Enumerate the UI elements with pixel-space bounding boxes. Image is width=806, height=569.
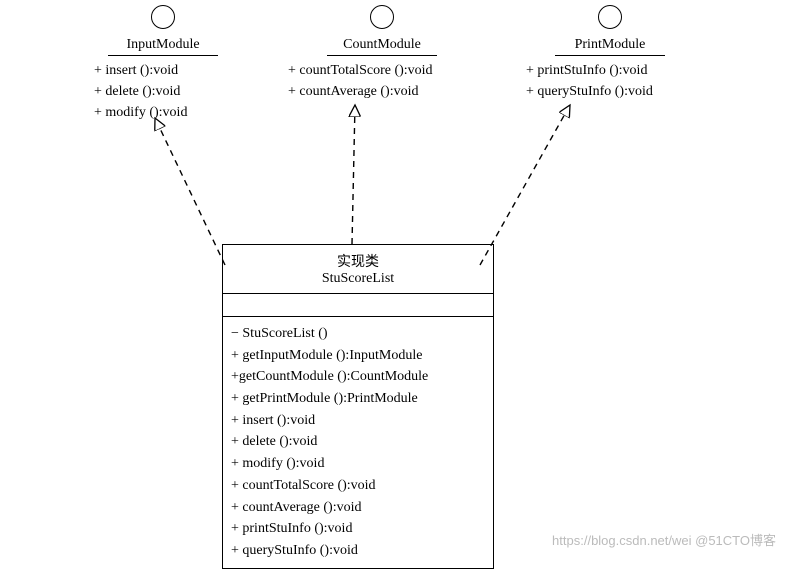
method: + queryStuInfo ():void [231,540,485,562]
class-attributes [223,294,493,317]
interface-methods: + countTotalScore ():void + countAverage… [282,56,482,102]
method: + getPrintModule ():PrintModule [231,388,485,410]
method: + countAverage ():void [231,497,485,519]
class-name: StuScoreList [227,271,489,287]
interface-methods: + printStuInfo ():void + queryStuInfo ()… [520,56,700,102]
lollipop-icon [598,5,622,29]
method: + countAverage ():void [288,81,476,102]
method: + modify ():void [94,102,232,123]
interface-name: InputModule [108,35,218,56]
lollipop-icon [151,5,175,29]
method: + delete ():void [231,431,485,453]
method: + countTotalScore ():void [231,475,485,497]
class-methods: − StuScoreList () + getInputModule ():In… [223,317,493,568]
lollipop-icon [370,5,394,29]
method: + delete ():void [94,81,232,102]
class-stuscorelist: 实现类 StuScoreList − StuScoreList () + get… [222,244,494,569]
class-stereotype: 实现类 [227,251,489,271]
interface-input-module: InputModule + insert ():void + delete ()… [88,5,238,123]
method: + countTotalScore ():void [288,60,476,81]
method: − StuScoreList () [231,323,485,345]
interface-print-module: PrintModule + printStuInfo ():void + que… [520,5,700,102]
interface-methods: + insert ():void + delete ():void + modi… [88,56,238,123]
interface-name: PrintModule [555,35,665,56]
method: + modify ():void [231,453,485,475]
method: +getCountModule ():CountModule [231,366,485,388]
method: + printStuInfo ():void [231,518,485,540]
method: + insert ():void [94,60,232,81]
interface-name: CountModule [327,35,437,56]
class-title: 实现类 StuScoreList [223,245,493,294]
interface-count-module: CountModule + countTotalScore ():void + … [282,5,482,102]
method: + printStuInfo ():void [526,60,694,81]
method: + getInputModule ():InputModule [231,345,485,367]
watermark-text: https://blog.csdn.net/wei @51CTO博客 [552,530,776,549]
method: + insert ():void [231,410,485,432]
method: + queryStuInfo ():void [526,81,694,102]
